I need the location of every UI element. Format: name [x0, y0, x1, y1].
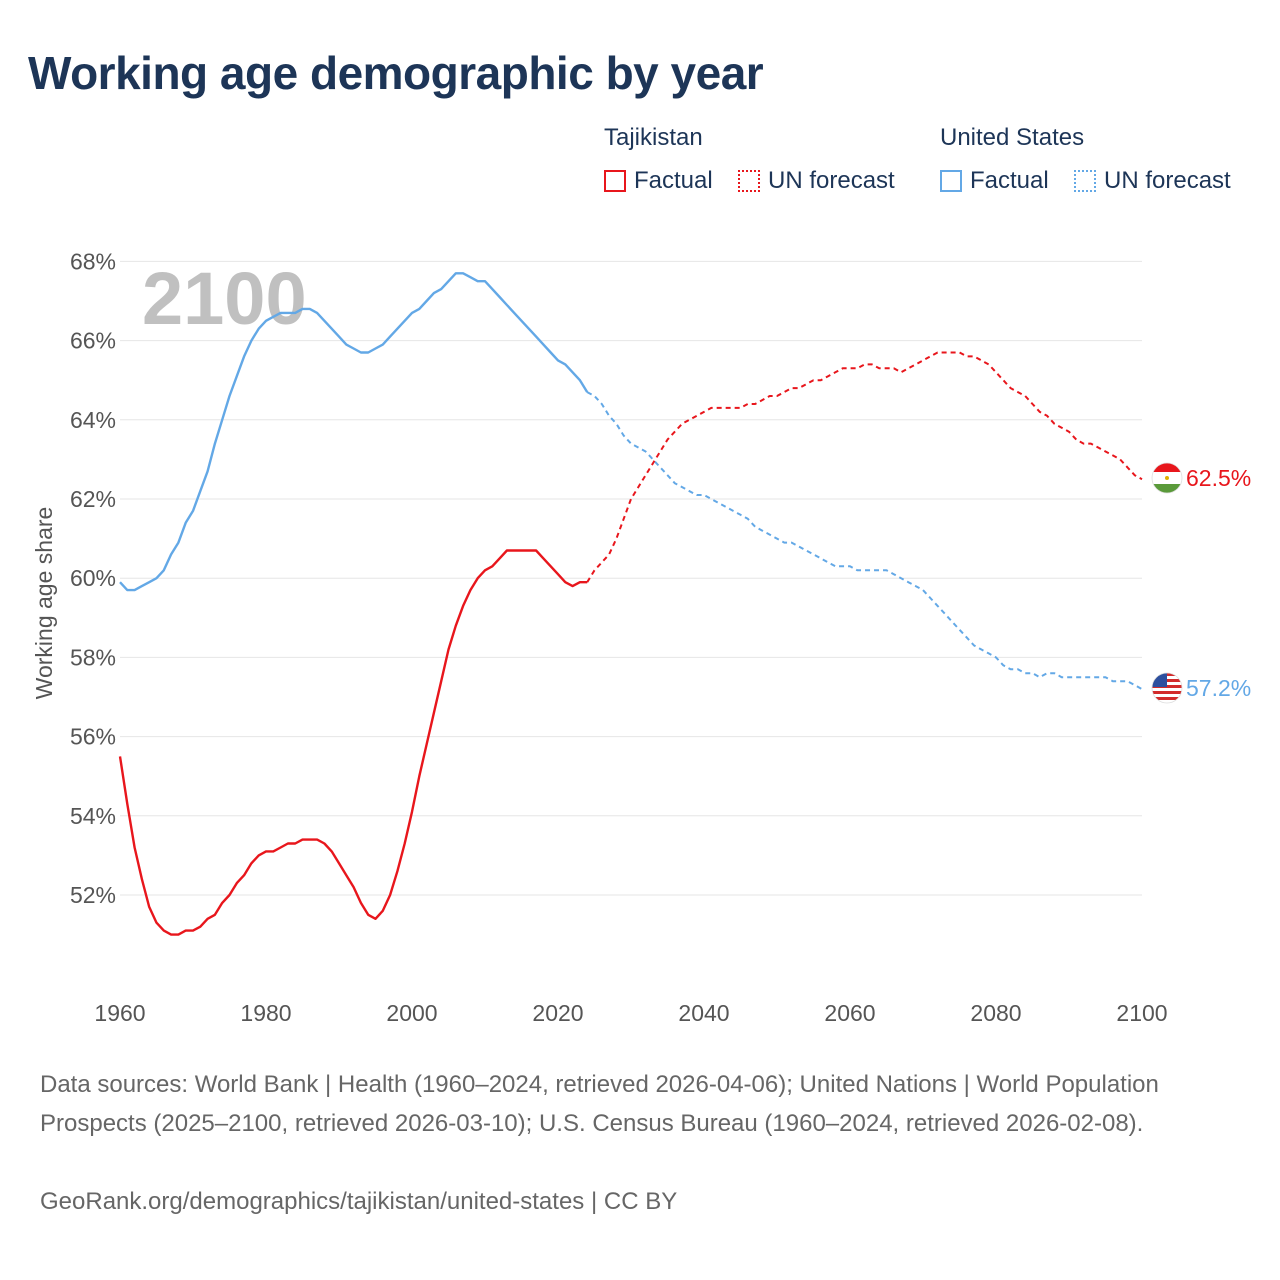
y-tick-label: 56%: [70, 724, 116, 750]
series-line-tajikistan-forecast: [586, 351, 1143, 583]
end-value-label-tajikistan: 62.5%: [1186, 465, 1251, 491]
legend-label: UN forecast: [1104, 167, 1231, 194]
year-watermark: 2100: [142, 257, 307, 340]
chart-title: Working age demographic by year: [28, 47, 764, 99]
x-tick-label: 2080: [970, 1000, 1021, 1026]
united-states-flag-icon: [1151, 672, 1183, 704]
x-tick-label: 2020: [532, 1000, 583, 1026]
legend-group-tajikistan: Tajikistan: [604, 124, 703, 151]
legend-swatch-solid-icon: [604, 170, 626, 192]
y-tick-label: 58%: [70, 644, 116, 670]
series-line-tajikistan-factual: [118, 549, 588, 936]
legend-label: Factual: [970, 167, 1049, 194]
tajikistan-flag-icon: [1151, 462, 1183, 494]
credit-link[interactable]: GeoRank.org/demographics/tajikistan/unit…: [40, 1188, 678, 1215]
y-tick-label: 60%: [70, 565, 116, 591]
end-value-label-united-states: 57.2%: [1186, 675, 1251, 701]
legend-swatch-dotted-icon: [1074, 170, 1096, 192]
legend-united-states-factual[interactable]: Factual: [940, 164, 1049, 198]
legend-label: Factual: [634, 167, 713, 194]
legend-swatch-solid-icon: [940, 170, 962, 192]
legend-tajikistan-forecast[interactable]: UN forecast: [738, 164, 895, 198]
y-tick-label: 52%: [70, 882, 116, 908]
x-tick-label: 2040: [678, 1000, 729, 1026]
series-line-united-states-forecast: [586, 391, 1143, 690]
x-tick-label: 2000: [386, 1000, 437, 1026]
y-tick-label: 68%: [70, 248, 116, 274]
legend-group-united-states: United States: [940, 124, 1085, 151]
x-tick-label: 2060: [824, 1000, 875, 1026]
x-tick-label: 2100: [1116, 1000, 1167, 1026]
y-axis-label: Working age share: [31, 507, 57, 700]
legend-label: UN forecast: [768, 167, 895, 194]
line-chart: 2100 52% 54% 56% 58% 60% 62% 64% 66% 68% 1960 198…: [31, 248, 1251, 1026]
legend-tajikistan-factual[interactable]: Factual: [604, 164, 713, 198]
y-tick-label: 62%: [70, 486, 116, 512]
legend-united-states-forecast[interactable]: UN forecast: [1074, 164, 1231, 198]
y-tick-label: 54%: [70, 803, 116, 829]
y-tick-label: 64%: [70, 407, 116, 433]
x-tick-label: 1980: [240, 1000, 291, 1026]
series-line-united-states-factual: [119, 272, 589, 592]
y-tick-label: 66%: [70, 328, 116, 354]
data-sources-note: Data sources: World Bank | Health (1960–…: [40, 1071, 1159, 1137]
x-tick-label: 1960: [94, 1000, 145, 1026]
legend-swatch-dotted-icon: [738, 170, 760, 192]
